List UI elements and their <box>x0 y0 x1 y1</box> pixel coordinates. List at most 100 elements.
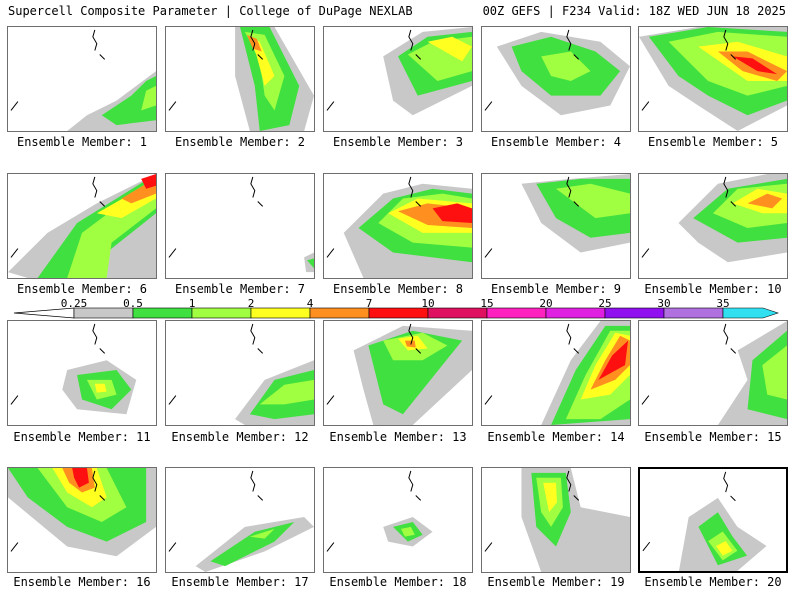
coastline <box>408 176 414 198</box>
ensemble-member-label: Ensemble Member: 20 <box>644 575 782 589</box>
ensemble-member-map <box>481 320 631 426</box>
coastline <box>723 176 729 198</box>
scp-contour-area <box>715 541 733 556</box>
scp-contour-area <box>432 203 472 224</box>
scp-contour-field <box>10 323 137 415</box>
coastline <box>730 54 737 60</box>
coastline <box>415 54 422 60</box>
coastline <box>641 248 650 258</box>
scp-contour-area <box>556 183 630 219</box>
ensemble-member-map <box>165 320 315 426</box>
coastline <box>408 29 414 51</box>
coastline <box>326 395 335 405</box>
ensemble-member-map <box>7 173 157 279</box>
coastline <box>99 201 106 207</box>
scp-contour-area <box>543 482 557 513</box>
ensemble-member-label: Ensemble Member: 16 <box>13 575 151 589</box>
scp-contour-field <box>484 468 630 572</box>
coastline <box>250 29 256 51</box>
ensemble-member-label: Ensemble Member: 5 <box>647 135 779 149</box>
coastline <box>415 201 422 207</box>
coastline <box>99 54 106 60</box>
ensemble-member-label: Ensemble Member: 13 <box>329 430 467 444</box>
scp-contour-area <box>210 521 295 567</box>
coastline <box>168 101 177 111</box>
scp-contour-field <box>8 174 156 278</box>
coastline <box>573 54 580 60</box>
coastline <box>10 101 19 111</box>
ensemble-member-label: Ensemble Member: 15 <box>644 430 782 444</box>
ensemble-member-map <box>638 320 788 426</box>
scp-contour-field <box>484 29 630 116</box>
coastline <box>415 495 422 501</box>
coastline <box>484 248 493 258</box>
scp-contour-field <box>326 176 472 278</box>
coastline <box>723 471 729 493</box>
ensemble-member-label: Ensemble Member: 12 <box>171 430 309 444</box>
ensemble-member-map <box>638 173 788 279</box>
coastline <box>573 495 580 501</box>
ensemble-member-label: Ensemble Member: 19 <box>487 575 625 589</box>
scp-contour-area <box>259 379 314 405</box>
ensemble-member-map <box>7 467 157 573</box>
scp-contour-area <box>762 345 787 400</box>
coastline <box>723 29 729 51</box>
ensemble-member-label: Ensemble Member: 6 <box>16 282 148 296</box>
coastline <box>326 542 335 552</box>
coastline <box>484 101 493 111</box>
scp-contour-field <box>168 27 314 131</box>
scp-contour-field <box>326 323 472 425</box>
ensemble-member-label: Ensemble Member: 10 <box>644 282 782 296</box>
coastline <box>168 248 177 258</box>
coastline <box>99 348 106 354</box>
coastline <box>257 495 264 501</box>
ensemble-member-map <box>323 26 473 132</box>
coastline <box>566 323 572 345</box>
scp-contour-area <box>101 76 156 126</box>
scp-contour-area <box>141 174 156 189</box>
scp-contour-field <box>484 174 630 258</box>
coastline <box>566 176 572 198</box>
scp-contour-area <box>307 258 314 269</box>
scp-contour-field <box>8 468 156 557</box>
coastline <box>10 248 19 258</box>
ensemble-member-map <box>638 26 788 132</box>
ensemble-member-map <box>165 26 315 132</box>
scp-contour-area <box>141 85 156 111</box>
coastline <box>92 29 98 51</box>
coastline <box>642 541 651 552</box>
coastline <box>573 201 580 207</box>
coastline <box>168 542 177 552</box>
coastline <box>723 323 729 345</box>
scp-contour-area <box>747 193 783 209</box>
coastline <box>566 29 572 51</box>
scp-contour-area <box>427 36 472 62</box>
scp-contour-field <box>484 321 630 425</box>
ensemble-member-map <box>481 467 631 573</box>
scp-contour-field <box>641 174 787 263</box>
coastline <box>257 348 264 354</box>
coastline <box>250 470 256 492</box>
coastline <box>408 470 414 492</box>
coastline <box>484 395 493 405</box>
coastline <box>730 348 737 354</box>
ensemble-member-map <box>165 173 315 279</box>
coastline <box>92 323 98 345</box>
scp-contour-area <box>732 56 778 75</box>
ensemble-member-label: Ensemble Member: 7 <box>174 282 306 296</box>
coastline <box>415 348 422 354</box>
ensemble-member-map <box>165 467 315 573</box>
ensemble-member-map <box>7 320 157 426</box>
coastline <box>408 323 414 345</box>
ensemble-member-map <box>323 173 473 279</box>
coastline <box>99 495 106 501</box>
coastline <box>641 101 650 111</box>
scp-contour-field <box>641 321 787 425</box>
ensemble-member-map <box>481 173 631 279</box>
ensemble-member-label: Ensemble Member: 14 <box>487 430 625 444</box>
ensemble-member-label: Ensemble Member: 18 <box>329 575 467 589</box>
coastline <box>484 542 493 552</box>
coastline <box>326 101 335 111</box>
coastline <box>168 395 177 405</box>
